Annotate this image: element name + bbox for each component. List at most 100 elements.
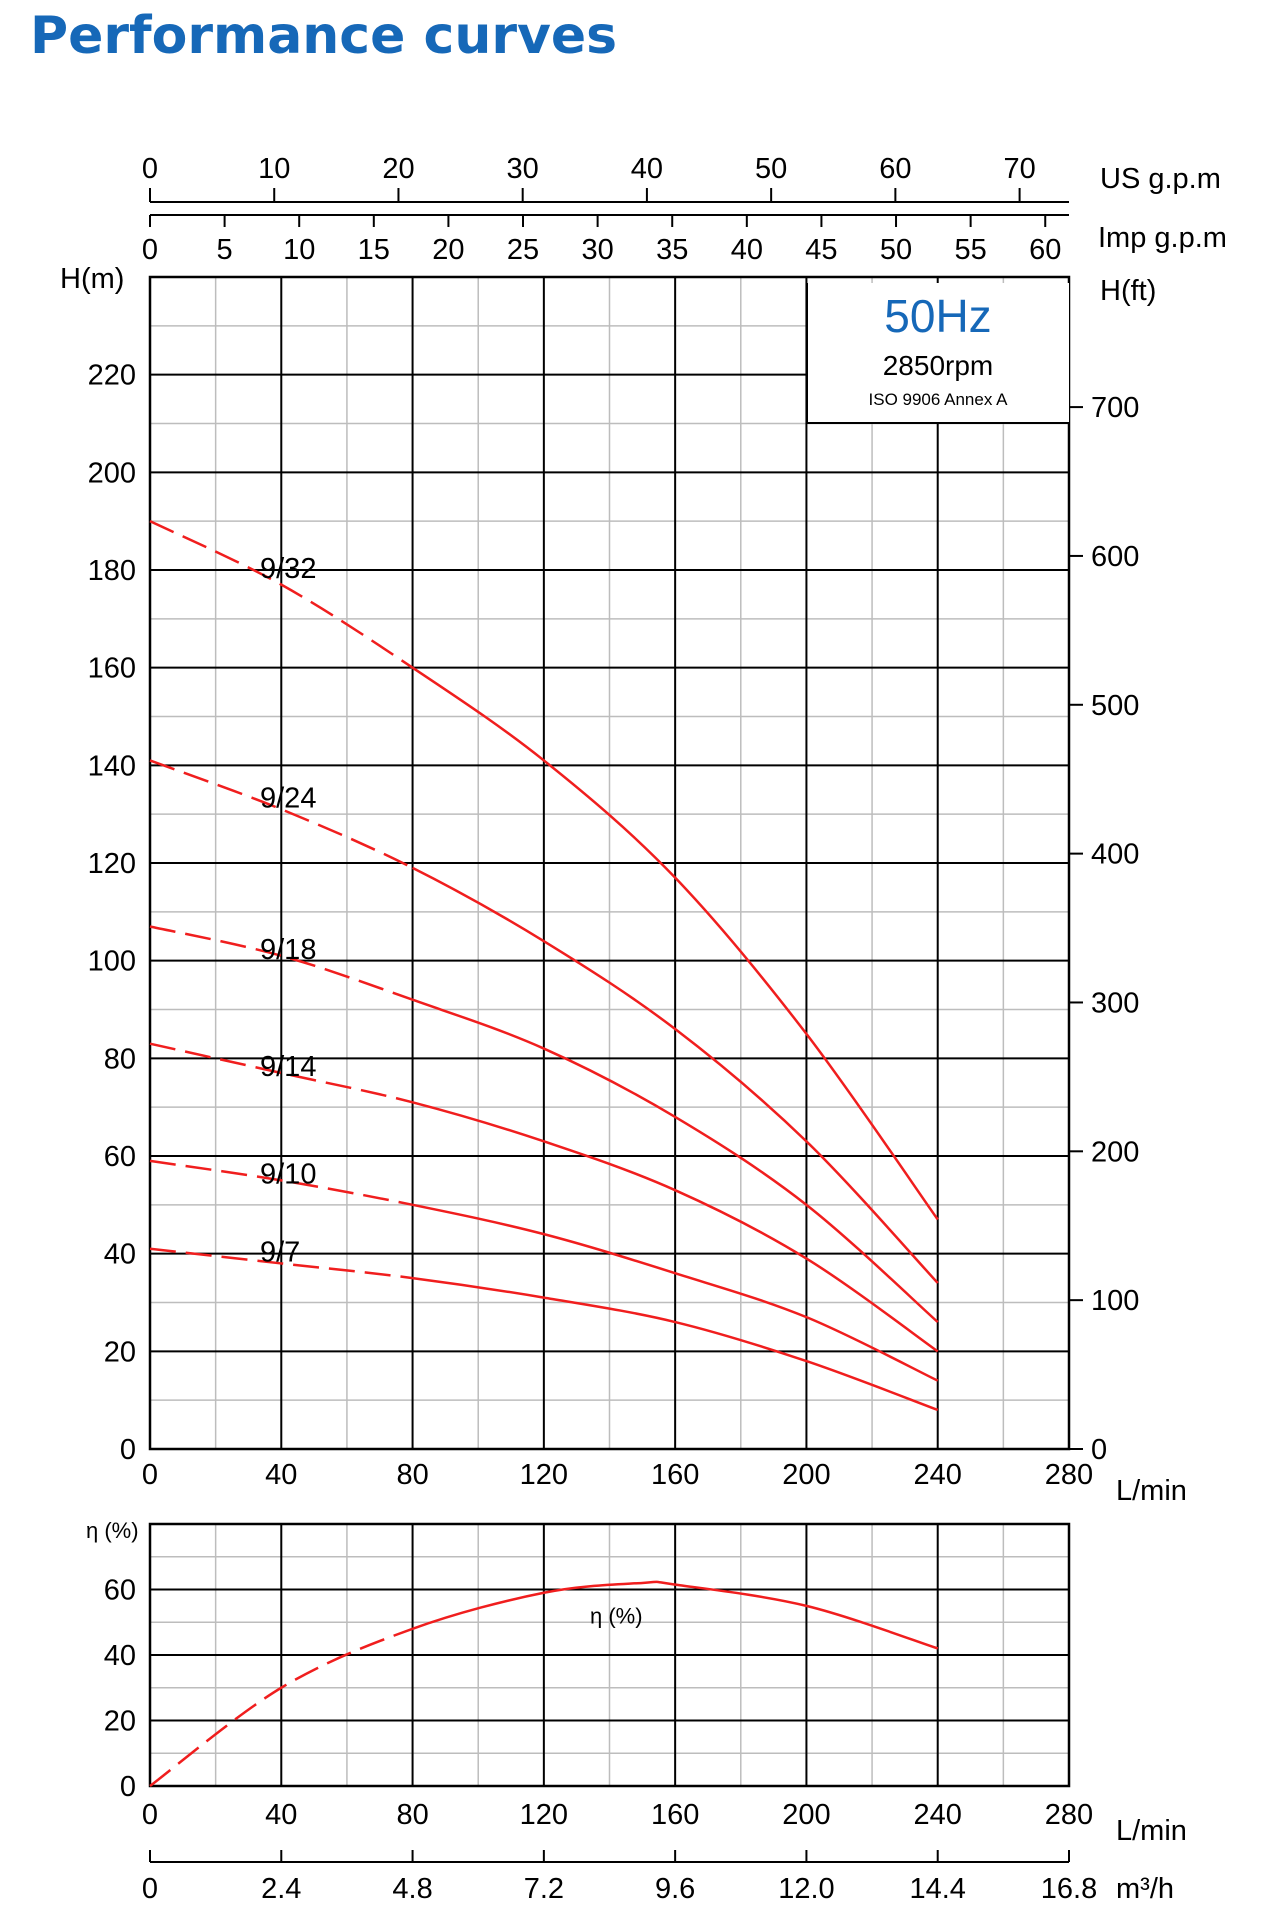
flow-tick-label: 280: [1045, 1459, 1093, 1491]
eff-tick-label: 60: [104, 1575, 136, 1607]
head-m-tick-label: 140: [88, 750, 136, 782]
flow-tick-label: 80: [396, 1459, 428, 1491]
usgpm-axis-label: US g.p.m: [1100, 163, 1221, 195]
eff-flow-tick-label: 80: [396, 1799, 428, 1831]
head-curve: [412, 1101, 939, 1353]
impgpm-axis-label: Imp g.p.m: [1098, 222, 1227, 254]
head-m-tick-label: 0: [120, 1434, 136, 1466]
usgpm-tick-label: 30: [507, 153, 539, 185]
head-ft-tick-label: 700: [1091, 392, 1139, 424]
head-m-axis-label: H(m): [60, 263, 124, 295]
m3h-axis: 0 2.4 4.8 7.2 9.6 12.0 14.4 16.8 m³/h: [142, 1850, 1174, 1905]
flow-tick-label: 240: [914, 1459, 962, 1491]
badge-frequency: 50Hz: [884, 290, 991, 342]
flow-tick-label: 200: [782, 1459, 830, 1491]
head-m-tick-label: 120: [88, 848, 136, 880]
series-label: 9/10: [260, 1159, 316, 1191]
eff-series-label: η (%): [590, 1604, 643, 1629]
impgpm-tick-label: 35: [656, 234, 688, 266]
m3h-tick-label: 7.2: [524, 1873, 564, 1905]
impgpm-tick-label: 40: [731, 234, 763, 266]
badge-background: [807, 283, 1069, 423]
impgpm-tick-label: 0: [142, 234, 158, 266]
impgpm-tick-label: 20: [432, 234, 464, 266]
eff-flow-tick-label: 200: [782, 1799, 830, 1831]
efficiency-chart: 0 20 40 60 η (%) 0 40 80 120 160 200 240 280 L/min η (…: [86, 1518, 1187, 1847]
head-m-tick-label: 40: [104, 1239, 136, 1271]
series-label: 9/14: [260, 1051, 316, 1083]
impgpm-tick-label: 60: [1029, 234, 1061, 266]
head-curve-dashed: [149, 1042, 413, 1104]
impgpm-tick-label: 10: [283, 234, 315, 266]
usgpm-tick-label: 10: [258, 153, 290, 185]
impgpm-tick-label: 5: [217, 234, 233, 266]
usgpm-tick-label: 60: [879, 153, 911, 185]
head-m-tick-label: 200: [88, 457, 136, 489]
head-curve-dashed: [149, 520, 414, 669]
impgpm-tick-label: 55: [955, 234, 987, 266]
flow-axis-label: L/min: [1116, 1475, 1187, 1507]
head-m-tick-label: 20: [104, 1336, 136, 1368]
series-label: 9/32: [260, 553, 316, 585]
badge: 50Hz 2850rpm ISO 9906 Annex A: [806, 283, 1069, 424]
usgpm-tick-label: 0: [142, 153, 158, 185]
head-m-tick-label: 100: [88, 946, 136, 978]
eff-axis-label: η (%): [86, 1518, 139, 1543]
head-curve: [412, 1203, 939, 1382]
head-m-tick-label: 160: [88, 653, 136, 685]
head-ft-axis-label: H(ft): [1100, 275, 1156, 307]
usgpm-tick-label: 20: [382, 153, 414, 185]
eff-tick-label: 0: [120, 1771, 136, 1803]
head-m-tick-label: 80: [104, 1043, 136, 1075]
head-chart: 0 20 40 60 80 100 120 140 160 180 200 220 H(m) 0 100 20…: [60, 263, 1187, 1507]
eff-flow-tick-label: 120: [520, 1799, 568, 1831]
head-ft-tick-label: 400: [1091, 839, 1139, 871]
m3h-tick-label: 14.4: [909, 1873, 965, 1905]
head-curve-dashed: [149, 925, 413, 1001]
m3h-tick-label: 0: [142, 1873, 158, 1905]
head-m-tick-label: 220: [88, 360, 136, 392]
head-curve: [411, 666, 939, 1221]
eff-flow-tick-label: 160: [651, 1799, 699, 1831]
flow-tick-label: 40: [265, 1459, 297, 1491]
usgpm-tick-label: 40: [631, 153, 663, 185]
impgpm-tick-label: 50: [880, 234, 912, 266]
eff-plot-frame: [148, 1522, 1071, 1788]
eff-tick-label: 20: [104, 1706, 136, 1738]
m3h-tick-label: 4.8: [392, 1873, 432, 1905]
head-ft-tick-label: 500: [1091, 690, 1139, 722]
flow-tick-label: 120: [520, 1459, 568, 1491]
eff-flow-tick-label: 240: [914, 1799, 962, 1831]
series-label: 9/18: [260, 934, 316, 966]
usgpm-tick-label: 50: [755, 153, 787, 185]
head-ft-tick-label: 0: [1091, 1434, 1107, 1466]
impgpm-tick-label: 45: [805, 234, 837, 266]
m3h-tick-label: 9.6: [655, 1873, 695, 1905]
head-ft-tick-label: 300: [1091, 987, 1139, 1019]
top-flow-axes: 0 10 20 30 40 50 60 70 US g.p.m 0 5 10 15 20 25 30 35 40 4…: [142, 153, 1227, 266]
eff-curve: [412, 1580, 939, 1650]
m3h-tick-label: 12.0: [778, 1873, 834, 1905]
head-m-tick-label: 60: [104, 1141, 136, 1173]
head-curve-dashed: [149, 1159, 413, 1207]
head-curve-dashed: [149, 1247, 413, 1280]
flow-tick-label: 0: [142, 1459, 158, 1491]
m3h-axis-label: m³/h: [1116, 1873, 1174, 1905]
impgpm-tick-label: 15: [358, 234, 390, 266]
head-curve: [412, 1276, 939, 1412]
impgpm-tick-label: 25: [507, 234, 539, 266]
eff-flow-tick-label: 40: [265, 1799, 297, 1831]
eff-flow-axis-label: L/min: [1116, 1815, 1187, 1847]
head-plot-frame: [148, 275, 1071, 1451]
head-ft-tick-label: 200: [1091, 1136, 1139, 1168]
eff-curve-dashed: [149, 1627, 413, 1788]
impgpm-tick-label: 30: [581, 234, 613, 266]
series-label: 9/7: [260, 1237, 300, 1269]
flow-tick-label: 160: [651, 1459, 699, 1491]
head-curve: [412, 866, 939, 1284]
usgpm-tick-label: 70: [1003, 153, 1035, 185]
head-ft-tick-label: 100: [1091, 1285, 1139, 1317]
eff-tick-label: 40: [104, 1640, 136, 1672]
head-curve-dashed: [149, 759, 414, 870]
